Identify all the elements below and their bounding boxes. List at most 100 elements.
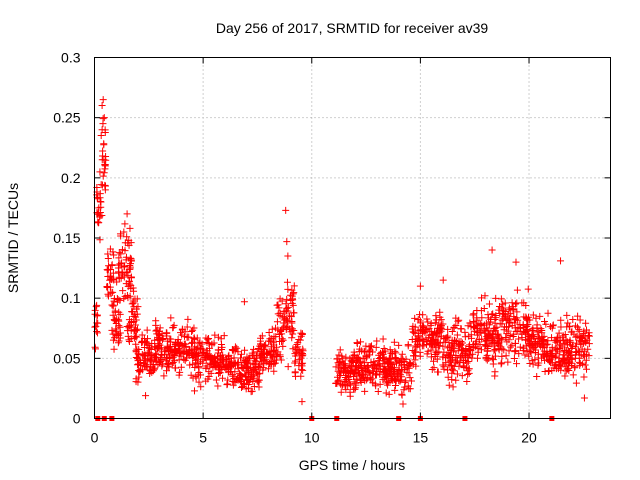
data-point (448, 327, 456, 335)
data-point (398, 367, 406, 375)
data-point (91, 310, 99, 318)
data-point (113, 278, 121, 286)
data-point (432, 316, 440, 324)
data-point (407, 377, 415, 385)
data-point (388, 349, 396, 357)
data-point (156, 332, 164, 340)
y-tick-label: 0.2 (61, 170, 81, 186)
data-point (385, 378, 393, 386)
data-point (343, 366, 351, 374)
data-point (262, 356, 270, 364)
data-point (413, 343, 421, 351)
data-point (439, 276, 447, 284)
data-point (478, 294, 486, 302)
data-point (489, 310, 497, 318)
data-point (124, 332, 132, 340)
data-point (480, 321, 488, 329)
data-point (183, 333, 191, 341)
data-point (154, 344, 162, 352)
data-point (485, 300, 493, 308)
data-point (560, 340, 568, 348)
data-point (297, 349, 305, 357)
data-point (528, 326, 536, 334)
data-point (365, 351, 373, 359)
data-point (162, 332, 170, 340)
data-point (169, 324, 177, 332)
data-point (432, 312, 440, 320)
data-point (469, 350, 477, 358)
data-point (214, 363, 222, 371)
data-point (127, 273, 135, 281)
data-point (403, 369, 411, 377)
data-point (129, 284, 137, 292)
data-point (171, 346, 179, 354)
data-point (444, 325, 452, 333)
data-point (563, 311, 571, 319)
data-point (578, 345, 586, 353)
data-point (411, 314, 419, 322)
data-point (195, 378, 203, 386)
data-point (336, 346, 344, 354)
data-point (533, 324, 541, 332)
data-point (571, 322, 579, 330)
data-point (341, 362, 349, 370)
data-point (119, 287, 127, 295)
data-point (428, 366, 436, 374)
data-point (264, 365, 272, 373)
data-point (120, 228, 128, 236)
data-point (416, 311, 424, 319)
data-point (336, 369, 344, 377)
data-point (158, 351, 166, 359)
data-point (510, 313, 518, 321)
data-point (158, 336, 166, 344)
data-point (184, 315, 192, 323)
data-point (577, 334, 585, 342)
data-point (192, 374, 200, 382)
data-point (242, 385, 250, 393)
data-point (109, 336, 117, 344)
data-point (278, 326, 286, 334)
data-point (536, 312, 544, 320)
data-point (529, 311, 537, 319)
data-point (430, 364, 438, 372)
data-point (582, 319, 590, 327)
data-point (168, 359, 176, 367)
data-point (505, 304, 513, 312)
data-point (195, 339, 203, 347)
data-point (143, 349, 151, 357)
data-point (386, 354, 394, 362)
data-point (534, 333, 542, 341)
data-point (503, 338, 511, 346)
data-point (488, 246, 496, 254)
data-point (106, 265, 114, 273)
data-point (373, 337, 381, 345)
data-point (97, 131, 105, 139)
data-point (283, 295, 291, 303)
data-point (460, 364, 468, 372)
data-point (416, 327, 424, 335)
data-point (342, 353, 350, 361)
data-point (518, 299, 526, 307)
data-point (199, 348, 207, 356)
data-point (250, 382, 258, 390)
data-point (406, 385, 414, 393)
data-point (548, 324, 556, 332)
data-point (197, 358, 205, 366)
data-point (510, 330, 518, 338)
data-point (474, 345, 482, 353)
data-point (152, 321, 160, 329)
data-point (115, 331, 123, 339)
data-point (207, 354, 215, 362)
data-point (481, 341, 489, 349)
data-point (337, 388, 345, 396)
data-point (580, 394, 588, 402)
data-point (470, 344, 478, 352)
data-point (142, 362, 150, 370)
data-point (523, 327, 531, 335)
data-point (458, 372, 466, 380)
data-point (350, 348, 358, 356)
data-point (248, 349, 256, 357)
data-point (529, 330, 537, 338)
data-point (240, 298, 248, 306)
data-point (268, 325, 276, 333)
